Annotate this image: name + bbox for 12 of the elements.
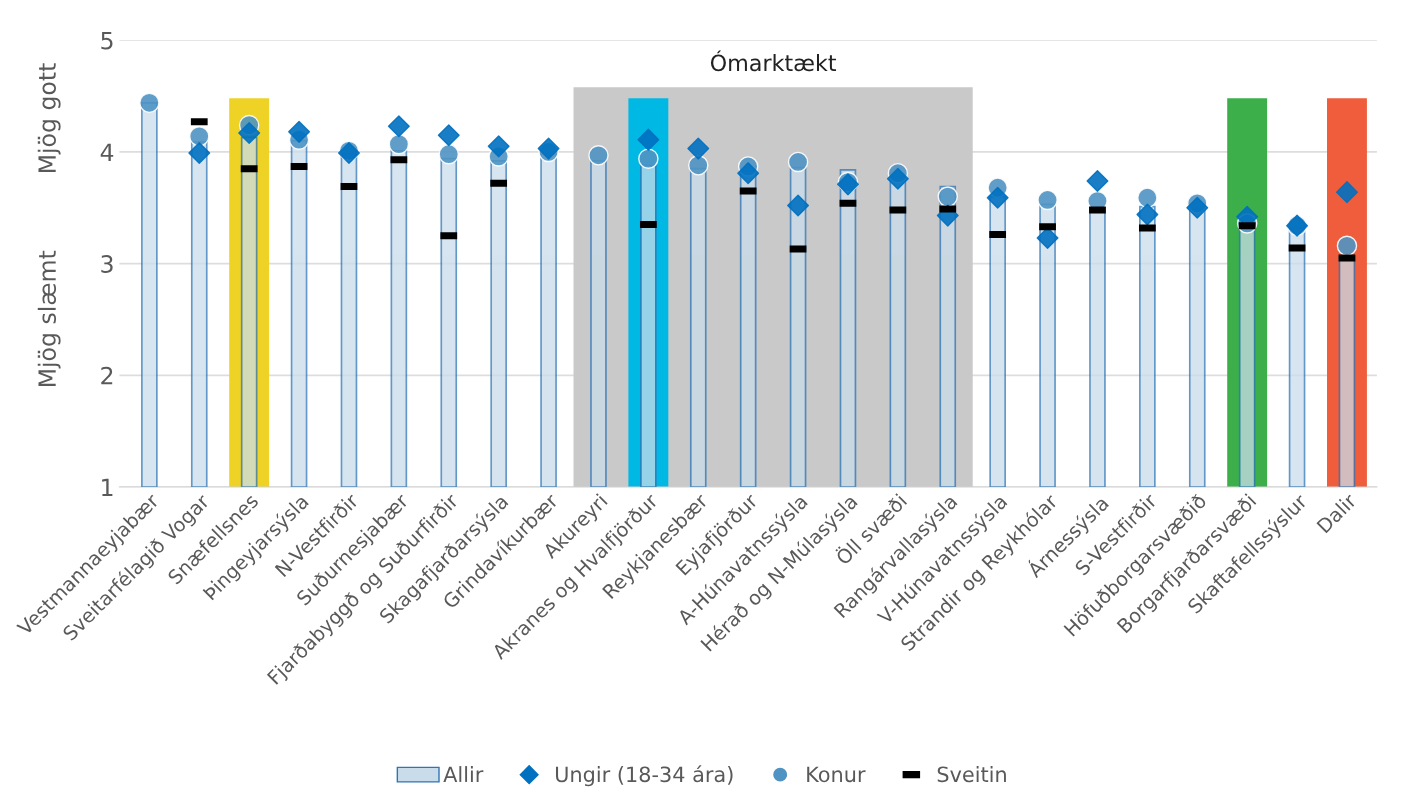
y-tick-label: 5 xyxy=(101,32,113,50)
y-tick-label: 1 xyxy=(102,478,113,496)
y-tick-label: 2 xyxy=(101,366,113,385)
text: Mjög gott xyxy=(37,63,61,173)
y-tick-label: 3 xyxy=(101,255,113,273)
text: Mjög slæmt xyxy=(37,250,61,387)
legend-label: Allir xyxy=(443,766,484,782)
legend-label: Sveitin xyxy=(937,766,1006,783)
band-label: Ómarktækt xyxy=(710,50,837,72)
legend-label: Konur xyxy=(807,766,866,783)
legend-label: Ungir (18-34 ára) xyxy=(555,765,733,787)
y-tick-label: 4 xyxy=(100,143,114,161)
